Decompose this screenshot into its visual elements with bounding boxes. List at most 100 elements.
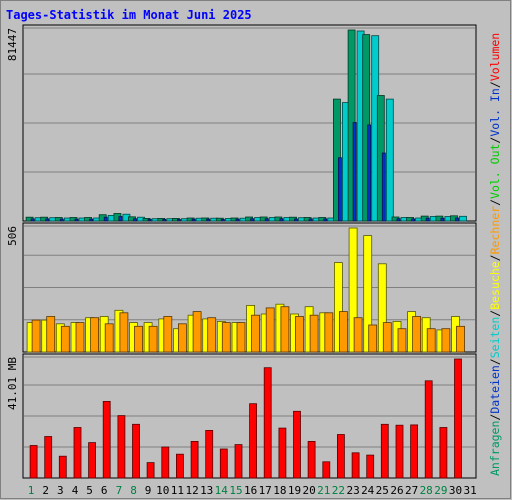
panel-volume: 41.01 MB bbox=[6, 353, 477, 479]
legend-separator: / bbox=[488, 81, 502, 88]
bar-volumen-day-23 bbox=[351, 452, 360, 479]
x-tick-label: 3 bbox=[57, 484, 64, 497]
bar-rechner-day-8 bbox=[134, 325, 143, 353]
bar-volumen-day-22 bbox=[336, 434, 345, 479]
x-tick-label: 2 bbox=[42, 484, 49, 497]
bar-rechner-day-7 bbox=[119, 312, 129, 353]
bar-dateien-day-5 bbox=[89, 218, 93, 222]
x-axis-day-labels: 1 2 3 4 5 6 7 8 9 10 11 12 13 14 15 16 17 18 19 20 21 22 23 24 2… bbox=[28, 484, 477, 497]
legend-separator: / bbox=[488, 199, 502, 206]
panel-max-label: 41.01 MB bbox=[6, 357, 19, 410]
bar-rechner-day-10 bbox=[163, 316, 173, 353]
bar-rechner-day-11 bbox=[177, 323, 187, 353]
bar-besuche-day-25 bbox=[377, 263, 387, 353]
bar-volumen-day-5 bbox=[88, 442, 96, 479]
bar-volumen-day-25 bbox=[380, 423, 389, 479]
x-tick-label: 30 bbox=[449, 484, 462, 497]
x-tick-label: 8 bbox=[130, 484, 137, 497]
bar-dateien-day-28 bbox=[425, 217, 430, 222]
bar-dateien-day-27 bbox=[411, 218, 416, 222]
legend-vol-in: Vol. In bbox=[488, 88, 502, 136]
bar-rechner-day-24 bbox=[368, 324, 378, 353]
legend-anfragen: Anfragen bbox=[488, 421, 502, 476]
bar-rechner-day-30 bbox=[456, 325, 465, 353]
x-tick-label: 10 bbox=[156, 484, 169, 497]
bar-dateien-day-12 bbox=[191, 218, 196, 222]
x-tick-label: 25 bbox=[376, 484, 389, 497]
legend-separator: / bbox=[488, 358, 502, 365]
legend-dateien: Dateien bbox=[488, 365, 502, 413]
bar-rechner-day-23 bbox=[353, 317, 363, 353]
bar-volumen-day-29 bbox=[439, 427, 448, 479]
bar-dateien-day-7 bbox=[118, 216, 123, 222]
x-tick-label: 14 bbox=[215, 484, 229, 497]
bar-dateien-day-21 bbox=[323, 218, 328, 222]
chart-title: Tages-Statistik im Monat Juni 2025 bbox=[6, 8, 252, 22]
legend-rechner: Rechner bbox=[488, 206, 502, 255]
bar-dateien-day-10 bbox=[162, 218, 167, 222]
bar-volumen-day-14 bbox=[219, 448, 228, 479]
panel-visits: 506 bbox=[6, 222, 477, 353]
legend-volumen: Volumen bbox=[488, 33, 502, 81]
bar-volumen-day-6 bbox=[102, 400, 111, 479]
bar-volumen-day-17 bbox=[263, 367, 272, 479]
x-tick-label: 16 bbox=[244, 484, 257, 497]
bar-rechner-day-5 bbox=[90, 317, 99, 353]
bar-dateien-day-8 bbox=[133, 218, 137, 222]
bar-rechner-day-29 bbox=[441, 328, 451, 353]
bar-dateien-day-20 bbox=[308, 218, 313, 222]
bar-dateien-day-4 bbox=[74, 218, 79, 222]
bar-rechner-day-3 bbox=[60, 325, 70, 353]
bar-volumen-day-18 bbox=[278, 427, 287, 479]
bar-rechner-day-21 bbox=[324, 312, 334, 353]
bar-dateien-day-2 bbox=[45, 218, 50, 222]
x-tick-label: 6 bbox=[101, 484, 108, 497]
bar-besuche-day-23 bbox=[348, 227, 358, 353]
bar-volumen-day-21 bbox=[322, 461, 331, 479]
bar-rechner-day-1 bbox=[31, 319, 41, 353]
x-tick-label: 26 bbox=[390, 484, 403, 497]
bar-volumen-day-7 bbox=[117, 415, 126, 479]
bar-volumen-day-20 bbox=[307, 440, 316, 479]
bar-seiten-day-30 bbox=[459, 215, 467, 222]
bar-dateien-day-19 bbox=[294, 218, 298, 222]
x-tick-label: 5 bbox=[86, 484, 93, 497]
bar-rechner-day-15 bbox=[236, 322, 246, 353]
panel-hits: 81447 bbox=[6, 24, 477, 222]
bar-volumen-day-4 bbox=[73, 427, 82, 479]
bar-rechner-day-14 bbox=[221, 322, 231, 353]
x-tick-label: 19 bbox=[288, 484, 301, 497]
bar-volumen-day-2 bbox=[44, 436, 53, 479]
x-tick-label: 31 bbox=[463, 484, 476, 497]
legend-vol-out: Vol. Out bbox=[488, 144, 502, 199]
bar-rechner-day-2 bbox=[46, 316, 56, 353]
bar-dateien-day-16 bbox=[250, 218, 255, 222]
bar-rechner-day-6 bbox=[104, 323, 114, 353]
bar-volumen-day-1 bbox=[29, 445, 38, 479]
bar-dateien-day-30 bbox=[455, 217, 459, 222]
bar-rechner-day-13 bbox=[207, 317, 217, 353]
bar-volumen-day-24 bbox=[366, 454, 375, 479]
x-tick-label: 9 bbox=[145, 484, 152, 497]
bar-dateien-day-29 bbox=[440, 217, 445, 222]
x-tick-label: 13 bbox=[200, 484, 213, 497]
bar-dateien-day-17 bbox=[264, 218, 269, 222]
bar-volumen-day-9 bbox=[146, 462, 155, 479]
bar-dateien-day-3 bbox=[59, 218, 64, 222]
bar-volumen-day-15 bbox=[234, 444, 243, 479]
bar-rechner-day-18 bbox=[280, 306, 290, 353]
x-tick-label: 29 bbox=[434, 484, 447, 497]
bar-rechner-day-16 bbox=[251, 314, 261, 353]
bar-dateien-day-18 bbox=[279, 218, 284, 222]
bar-volumen-day-12 bbox=[190, 440, 199, 479]
right-legend-text: Anfragen/Dateien/Seiten/Besuche/Rechner/… bbox=[488, 33, 502, 476]
bar-volumen-day-26 bbox=[395, 424, 404, 479]
legend-separator: / bbox=[488, 310, 502, 317]
bar-dateien-day-11 bbox=[176, 218, 181, 222]
bar-besuche-day-24 bbox=[363, 235, 373, 353]
bar-dateien-day-15 bbox=[235, 218, 240, 222]
chart-panels: 81447 506 41.01 MB bbox=[6, 24, 477, 479]
panel-max-label: 81447 bbox=[6, 28, 19, 61]
bar-volumen-day-19 bbox=[293, 410, 301, 479]
